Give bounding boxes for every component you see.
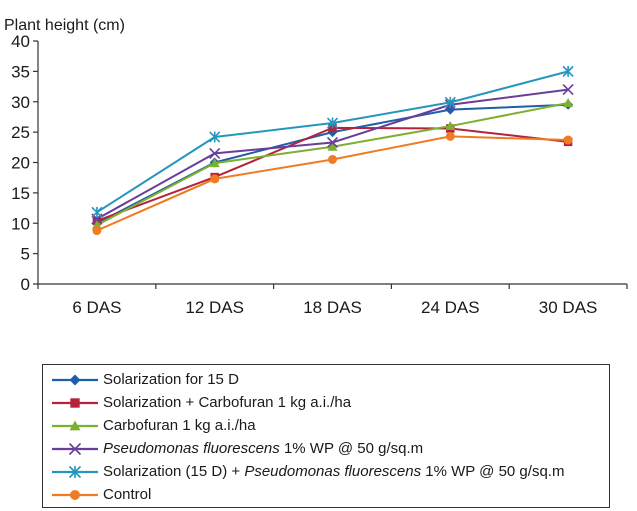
legend-label: Carbofuran 1 kg a.i./ha xyxy=(103,417,256,434)
data-point xyxy=(69,374,81,385)
y-tick-label: 0 xyxy=(21,275,30,294)
legend-item: Solarization (15 D) + Pseudomonas fluore… xyxy=(51,460,609,483)
legend-label-part: Pseudomonas fluorescens xyxy=(103,440,280,457)
legend-label-part: Carbofuran 1 kg a.i./ha xyxy=(103,417,256,434)
y-tick-label: 35 xyxy=(11,62,30,81)
y-axis-title: Plant height (cm) xyxy=(4,17,125,34)
x-tick-label: 6 DAS xyxy=(72,298,121,317)
legend-label: Control xyxy=(103,486,151,503)
legend-swatch xyxy=(52,397,98,408)
data-point xyxy=(209,158,220,168)
line-chart: Plant height (cm) 0 5 10 15 20 25 30 35 40 6 DAS 1… xyxy=(4,17,628,317)
legend-swatch xyxy=(52,465,98,478)
legend-label-part: Solarization for 15 D xyxy=(103,371,239,388)
data-point xyxy=(209,147,221,159)
x-tick-label: 12 DAS xyxy=(185,298,244,317)
legend-label-part: Solarization (15 D) + xyxy=(103,463,245,480)
series xyxy=(91,65,574,218)
data-point xyxy=(68,465,82,478)
legend-item: Control xyxy=(51,483,609,506)
x-tick-label: 30 DAS xyxy=(539,298,598,317)
data-point xyxy=(70,489,80,500)
data-point xyxy=(328,154,337,164)
y-tick-label: 25 xyxy=(11,123,30,142)
legend-label-part: 1% WP @ 50 g/sq.m xyxy=(279,440,424,457)
data-point xyxy=(563,135,573,145)
legend-swatch xyxy=(52,374,98,385)
data-point xyxy=(92,226,102,236)
legend-label-part: Pseudomonas fluorescens xyxy=(244,463,422,480)
series-layer xyxy=(91,65,574,236)
legend-item: Solarization + Carbofuran 1 kg a.i./ha xyxy=(51,391,609,414)
data-point xyxy=(444,96,456,108)
legend-swatch xyxy=(52,442,98,455)
data-point xyxy=(445,131,455,141)
legend-label-part: Solarization + Carbofuran 1 kg a.i./ha xyxy=(103,394,352,411)
legend-item: Pseudomonas fluorescens 1% WP @ 50 g/sq.… xyxy=(51,437,609,460)
axes: 0 5 10 15 20 25 30 35 40 6 DAS 12 DAS 18 DAS 24 DAS 3… xyxy=(11,32,628,317)
series xyxy=(92,131,573,236)
data-point xyxy=(562,65,574,77)
data-point xyxy=(563,97,574,107)
legend-label: Solarization for 15 D xyxy=(103,371,239,388)
legend-label-part: 1% WP @ 50 g/sq.m xyxy=(421,463,565,480)
data-point xyxy=(326,136,339,149)
data-point xyxy=(327,141,338,151)
y-tick-label: 5 xyxy=(21,245,30,264)
x-tick-label: 24 DAS xyxy=(421,298,480,317)
legend-label: Solarization (15 D) + Pseudomonas fluore… xyxy=(103,463,564,480)
legend-label: Solarization + Carbofuran 1 kg a.i./ha xyxy=(103,394,351,411)
series xyxy=(91,84,574,225)
legend-swatch xyxy=(52,489,98,500)
data-point xyxy=(209,131,221,143)
y-tick-label: 40 xyxy=(11,32,30,51)
y-tick-label: 10 xyxy=(11,214,30,233)
legend-item: Solarization for 15 D xyxy=(51,368,609,391)
legend-item: Carbofuran 1 kg a.i./ha xyxy=(51,414,609,437)
y-tick-label: 15 xyxy=(11,184,30,203)
y-tick-label: 30 xyxy=(11,93,30,112)
data-point xyxy=(91,206,103,218)
data-point xyxy=(210,174,220,184)
data-point xyxy=(70,397,80,408)
data-point xyxy=(69,420,81,430)
y-tick-label: 20 xyxy=(11,154,30,173)
legend-label: Pseudomonas fluorescens 1% WP @ 50 g/sq.… xyxy=(103,440,423,457)
data-point xyxy=(68,442,82,455)
data-point xyxy=(445,121,456,131)
data-point xyxy=(562,84,574,96)
x-tick-label: 18 DAS xyxy=(303,298,362,317)
data-point xyxy=(326,117,339,129)
legend: Solarization for 15 D Solarization + Carb… xyxy=(42,364,610,508)
legend-label-part: Control xyxy=(103,486,152,503)
legend-swatch xyxy=(52,420,98,430)
